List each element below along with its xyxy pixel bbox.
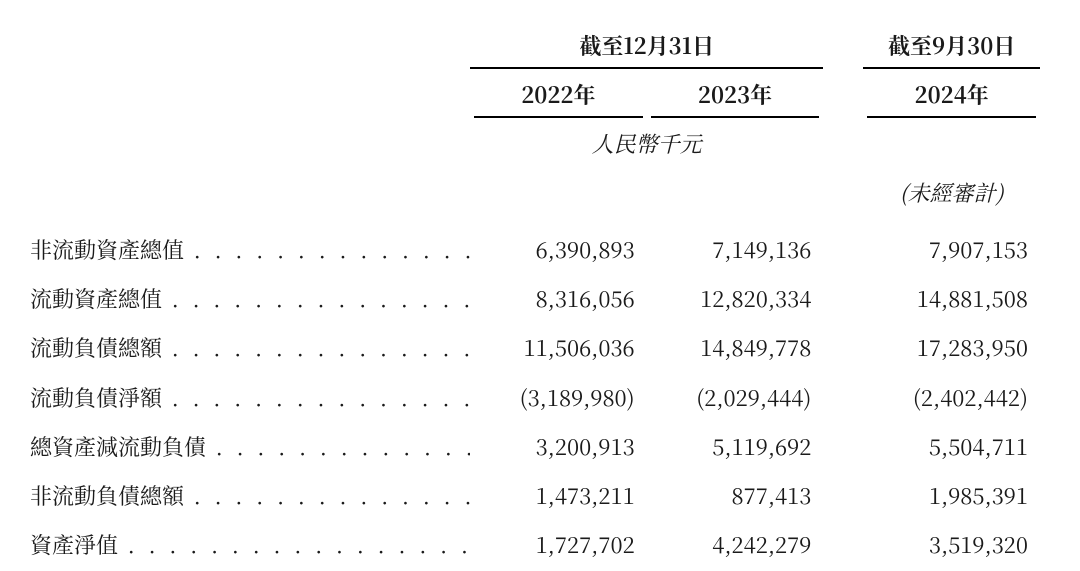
col-rule-2024 — [867, 116, 1036, 118]
header-groups: 截至12月31日 2022年 2023年 截至9月30日 2024年 — [30, 30, 1040, 118]
row-label-text: 流動負債總額 — [30, 332, 162, 363]
cell-value: 17,283,950 — [863, 330, 1040, 365]
group-title-b: 截至9月30日 — [863, 30, 1040, 67]
cell-value: 14,881,508 — [863, 281, 1040, 316]
table-row: 總資產減流動負債 3,200,913 5,119,692 5,504,711 — [30, 429, 1040, 464]
group-rule-b — [863, 67, 1040, 69]
cell-value: 12,820,334 — [647, 281, 824, 316]
data-rows: 非流動資產總值 6,390,893 7,149,136 7,907,153 流動… — [30, 232, 1040, 562]
row-label: 非流動資產總值 — [30, 232, 470, 267]
unit-spacer — [30, 128, 470, 159]
table-row: 流動資產總值 8,316,056 12,820,334 14,881,508 — [30, 281, 1040, 316]
row-label-text: 非流動資產總值 — [30, 234, 184, 265]
cell-value: (2,402,442) — [863, 380, 1040, 415]
cell-value: 7,149,136 — [647, 232, 824, 267]
row-label: 總資產減流動負債 — [30, 429, 470, 464]
row-label: 流動負債總額 — [30, 330, 470, 365]
row-label-text: 資產淨值 — [30, 529, 118, 560]
unit-row: 人民幣千元 — [30, 128, 1040, 159]
note-a — [470, 177, 823, 208]
table-row: 流動負債總額 11,506,036 14,849,778 17,283,950 — [30, 330, 1040, 365]
row-label: 資產淨值 — [30, 527, 470, 562]
row-label: 流動負債淨額 — [30, 380, 470, 415]
table-row: 非流動負債總額 1,473,211 877,413 1,985,391 — [30, 478, 1040, 513]
financial-table: 截至12月31日 2022年 2023年 截至9月30日 2024年 — [30, 30, 1040, 562]
col-rule-2022 — [474, 116, 643, 118]
cell-value: 1,727,702 — [470, 527, 647, 562]
cell-value: 877,413 — [647, 478, 824, 513]
cell-value: 4,242,279 — [647, 527, 824, 562]
cell-value: 1,985,391 — [863, 478, 1040, 513]
header-spacer — [30, 30, 470, 118]
row-label: 非流動負債總額 — [30, 478, 470, 513]
row-label-text: 總資產減流動負債 — [30, 431, 206, 462]
table-row: 非流動資產總值 6,390,893 7,149,136 7,907,153 — [30, 232, 1040, 267]
cell-value: 11,506,036 — [470, 330, 647, 365]
group-title-a: 截至12月31日 — [470, 30, 823, 67]
cell-value: 7,907,153 — [863, 232, 1040, 267]
table-row: 資產淨值 1,727,702 4,242,279 3,519,320 — [30, 527, 1040, 562]
cell-value: 1,473,211 — [470, 478, 647, 513]
cell-value: (2,029,444) — [647, 380, 824, 415]
table-row: 流動負債淨額 (3,189,980) (2,029,444) (2,402,44… — [30, 380, 1040, 415]
col-2023: 2023年 — [647, 79, 824, 116]
note-spacer — [30, 177, 470, 208]
unit-label-b — [863, 128, 1040, 159]
row-label-text: 流動資產總值 — [30, 283, 162, 314]
col-2024: 2024年 — [863, 79, 1040, 116]
cell-value: (3,189,980) — [470, 380, 647, 415]
row-label: 流動資產總值 — [30, 281, 470, 316]
cell-value: 5,504,711 — [863, 429, 1040, 464]
cell-value: 3,519,320 — [863, 527, 1040, 562]
cell-value: 3,200,913 — [470, 429, 647, 464]
note-row: (未經審計) — [30, 177, 1040, 208]
col-rule-2023 — [651, 116, 820, 118]
col-2022: 2022年 — [470, 79, 647, 116]
unit-label-a: 人民幣千元 — [470, 128, 823, 159]
cell-value: 8,316,056 — [470, 281, 647, 316]
cell-value: 6,390,893 — [470, 232, 647, 267]
cell-value: 14,849,778 — [647, 330, 824, 365]
row-label-text: 流動負債淨額 — [30, 382, 162, 413]
row-label-text: 非流動負債總額 — [30, 480, 184, 511]
group-rule-a — [470, 67, 823, 69]
cell-value: 5,119,692 — [647, 429, 824, 464]
note-unaudited: (未經審計) — [863, 177, 1040, 208]
